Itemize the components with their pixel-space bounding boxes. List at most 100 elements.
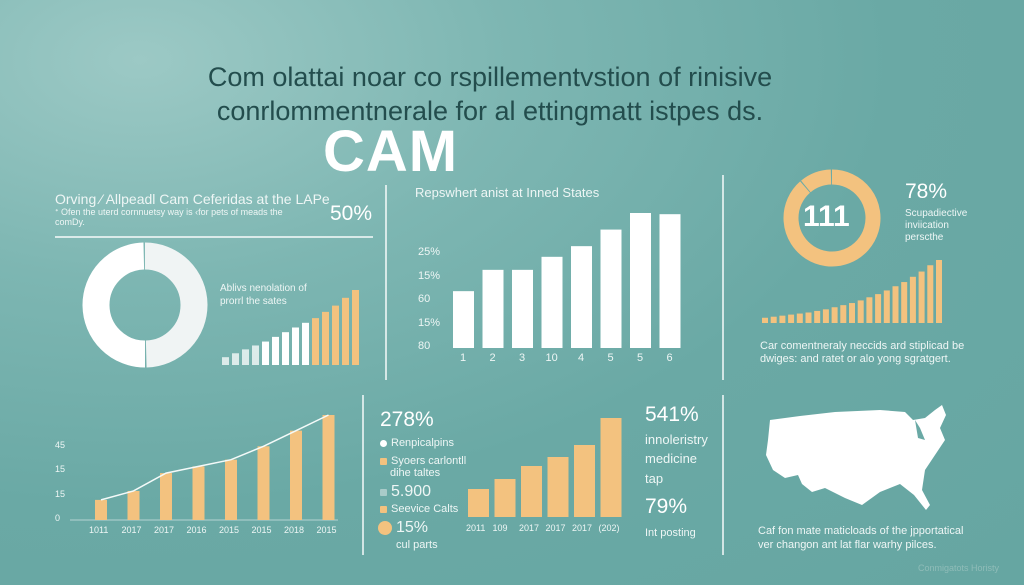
x-tick-label: (202) <box>598 523 620 533</box>
bar <box>840 305 847 323</box>
bar <box>482 269 504 348</box>
bar <box>232 353 239 365</box>
stat-value: 78% <box>905 180 948 203</box>
stat-value: 278% <box>380 408 434 431</box>
bar <box>222 357 229 365</box>
bar <box>541 256 563 348</box>
x-tick-label: 5 <box>607 352 614 364</box>
divider <box>55 236 373 238</box>
y-tick-label: 15 <box>55 464 66 474</box>
bar <box>262 341 269 365</box>
x-tick-label: 2017 <box>519 523 540 533</box>
bar <box>883 290 890 323</box>
legend-label: cul parts <box>396 539 438 551</box>
x-tick-label: 3 <box>519 352 526 364</box>
desc: inviication <box>905 220 949 231</box>
bar <box>494 479 516 517</box>
legend-item: Seevice Calts <box>380 503 458 515</box>
us-map <box>766 405 946 510</box>
bar <box>866 297 873 323</box>
legend-dot <box>380 457 387 465</box>
legend-item: 5.900 <box>380 483 431 501</box>
x-tick-label: 109 <box>492 523 508 533</box>
bar <box>831 307 838 323</box>
y-tick-label: 60 <box>418 293 431 305</box>
legend-dot <box>378 521 392 535</box>
x-tick-label: 5 <box>637 352 644 364</box>
y-tick-label: 45 <box>55 439 66 450</box>
y-tick-label: 15 <box>55 488 66 499</box>
panel-heading: Orving ⁄ Allpeadl Cam Ceferidas at the L… <box>55 191 330 207</box>
bar <box>630 213 651 348</box>
chart-title: Repswhert anist at Inned States <box>415 185 600 200</box>
bar <box>857 300 864 323</box>
desc: innoleristry <box>645 432 708 447</box>
bar <box>770 316 777 323</box>
bar <box>322 415 335 520</box>
legend-dot <box>380 488 387 496</box>
x-tick-label: 1 <box>460 352 467 364</box>
bar <box>936 260 942 323</box>
x-tick-label: 2015 <box>251 525 272 535</box>
bar <box>779 315 786 323</box>
bar <box>788 314 795 323</box>
bar <box>571 246 592 348</box>
bar <box>796 313 803 323</box>
x-tick-label: 2 <box>489 352 496 364</box>
bar <box>242 349 249 365</box>
bar <box>272 336 279 365</box>
x-tick-label: 2017 <box>154 525 175 535</box>
bar <box>292 327 299 365</box>
x-tick-label: 2018 <box>284 525 305 535</box>
bar <box>453 291 474 348</box>
bar <box>95 499 107 520</box>
legend-label: 5.900 <box>391 483 432 500</box>
stat-value: 79% <box>645 495 688 518</box>
bar <box>192 466 205 520</box>
legend-dot <box>380 439 387 447</box>
x-tick-label: 4 <box>578 352 585 364</box>
caption: ver changon ant lat flar warhy pilces. <box>758 539 937 551</box>
y-tick-label: 15% <box>418 316 441 329</box>
bar <box>521 466 542 517</box>
panel-sub: comDy. <box>55 217 85 227</box>
bar <box>814 310 821 323</box>
bar <box>342 297 349 365</box>
bar <box>849 303 855 323</box>
x-tick-label: 2017 <box>121 525 142 535</box>
bar <box>252 345 259 365</box>
bar <box>312 318 319 365</box>
donut-slice <box>82 242 146 368</box>
legend-label: 15% <box>396 519 429 536</box>
great-lakes <box>915 420 925 440</box>
bar <box>302 322 309 365</box>
bar <box>282 332 289 365</box>
legend-dot <box>380 505 387 513</box>
legend-label: Syoers carlontll <box>391 455 467 467</box>
panel-sub: ᐩ Ofen the uterd cornnuetsy way is ‹for … <box>55 207 283 217</box>
legend-item: Syoers carlontll <box>380 455 466 467</box>
bar <box>909 276 916 323</box>
stat-value: 50% <box>330 202 373 225</box>
bar <box>901 282 908 323</box>
x-tick-label: 10 <box>545 352 558 364</box>
legend-label: dihe taltes <box>390 467 441 479</box>
bar <box>332 305 339 365</box>
bar <box>547 457 569 517</box>
desc: Int posting <box>645 527 696 539</box>
x-tick-label: 2017 <box>572 523 593 533</box>
caption: Caf fon mate maticloads of the jpportati… <box>758 525 964 537</box>
stat-value: 541% <box>645 403 699 426</box>
divider <box>722 395 724 555</box>
bar <box>762 317 768 323</box>
bar <box>574 445 595 517</box>
donut-slice <box>801 169 832 193</box>
bar <box>322 311 329 365</box>
legend-label: Renpicalpins <box>391 437 454 449</box>
bar <box>290 430 302 520</box>
bar <box>805 312 812 323</box>
donut-slice <box>783 169 881 267</box>
y-tick-label: 15% <box>418 269 441 282</box>
bar <box>822 309 829 323</box>
